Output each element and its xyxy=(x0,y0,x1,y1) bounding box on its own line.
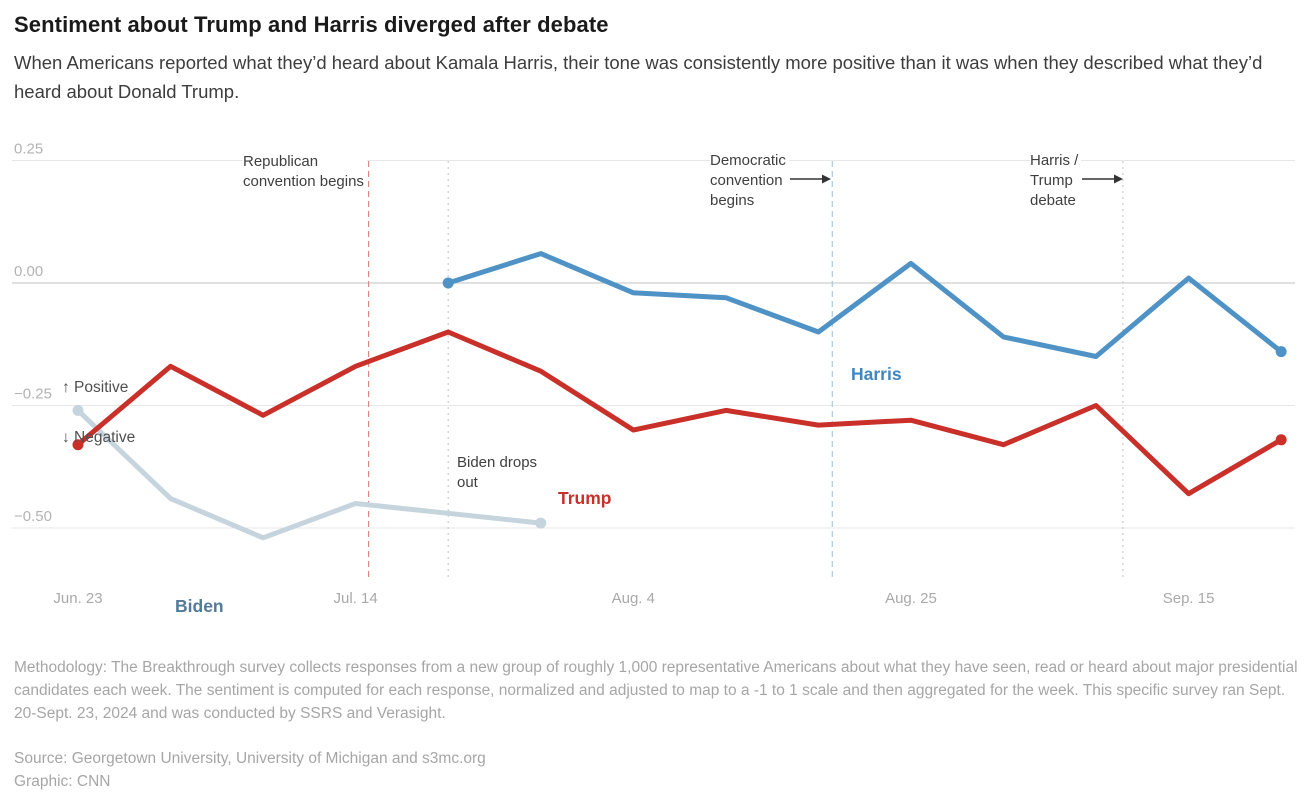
annotation-republican-convention: Republican convention begins xyxy=(243,151,367,193)
annotation-line: Republican xyxy=(243,153,319,170)
annotation-line: Democratic xyxy=(710,152,786,169)
annotation-debate: Harris / Trump debate xyxy=(1030,150,1082,212)
sentiment-chart: 0.25 0.00 −0.25 −0.50 Jun. 23 Jul. 14 Aug. 4 Au… xyxy=(0,130,1316,616)
series-line-biden xyxy=(75,407,544,541)
series-endpoint-dot-biden xyxy=(72,404,84,416)
annotation-line: begins xyxy=(710,192,755,209)
series-line-harris xyxy=(445,251,1284,359)
series-label-harris: Harris xyxy=(851,364,902,384)
arrow-right-icon xyxy=(790,174,831,184)
series-label-biden: Biden xyxy=(175,596,224,616)
credit-line: Graphic: CNN xyxy=(14,773,111,790)
annotation-line: Harris / xyxy=(1030,152,1079,169)
y-tick-label: 0.00 xyxy=(14,263,43,280)
annotation-line: debate xyxy=(1030,192,1076,209)
y-tick-label: 0.25 xyxy=(14,141,43,158)
x-tick-label: Jun. 23 xyxy=(53,590,102,607)
x-tick-label: Aug. 4 xyxy=(612,590,655,607)
page-title: Sentiment about Trump and Harris diverge… xyxy=(14,12,609,37)
annotation-biden-drops-out: Biden drops out xyxy=(457,452,541,494)
methodology-note: Methodology: The Breakthrough survey col… xyxy=(14,659,1298,722)
positive-direction-label: ↑ Positive xyxy=(62,379,129,396)
chart-canvas: 0.25 0.00 −0.25 −0.50 Jun. 23 Jul. 14 Aug. 4 Au… xyxy=(12,141,1295,607)
x-tick-label: Jul. 14 xyxy=(334,590,378,607)
series-label-trump: Trump xyxy=(558,488,612,508)
series-endpoint-dot-biden xyxy=(535,517,547,529)
annotation-line: Biden drops xyxy=(457,454,538,471)
y-tick-label: −0.25 xyxy=(14,386,52,403)
annotation-democratic-convention: Democratic convention begins xyxy=(710,150,789,212)
source-line: Source: Georgetown University, Universit… xyxy=(14,750,486,767)
x-tick-label: Sep. 15 xyxy=(1163,590,1215,607)
x-tick-label: Aug. 25 xyxy=(885,590,937,607)
page-subtitle: When Americans reported what they’d hear… xyxy=(14,52,1263,102)
series-endpoint-dot-harris xyxy=(442,277,454,289)
series-endpoint-dot-harris xyxy=(1275,346,1287,358)
annotation-line: convention xyxy=(710,172,783,189)
y-tick-label: −0.50 xyxy=(14,508,52,525)
negative-direction-label: ↓ Negative xyxy=(62,429,136,446)
annotation-line: convention begins xyxy=(243,173,364,190)
series-endpoint-dot-trump xyxy=(72,439,84,451)
series-endpoint-dot-trump xyxy=(1275,434,1287,446)
annotation-line: Trump xyxy=(1030,172,1073,189)
annotation-line: out xyxy=(457,474,478,491)
series-line-trump xyxy=(75,329,1284,497)
arrow-right-icon xyxy=(1082,174,1123,184)
